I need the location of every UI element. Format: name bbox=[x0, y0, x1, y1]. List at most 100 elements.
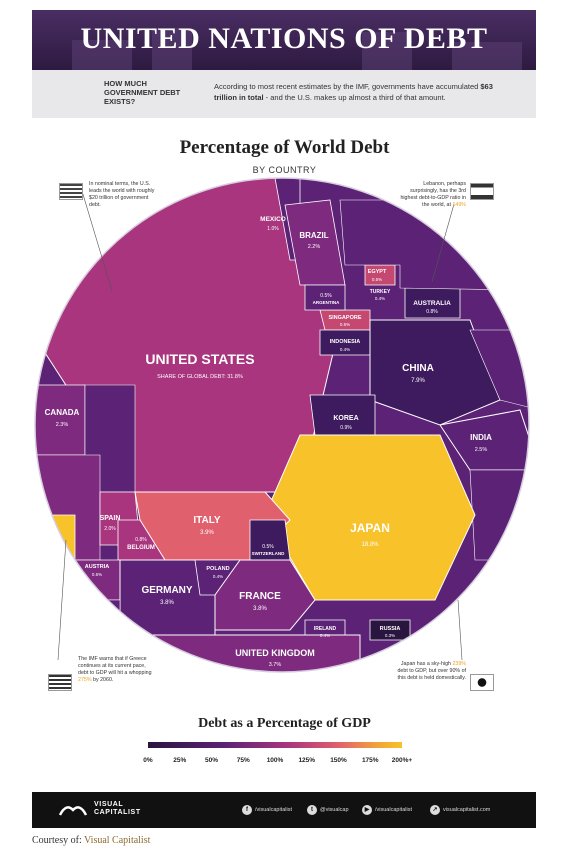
youtube-link[interactable]: ▶/visualcapitalist bbox=[362, 805, 412, 815]
lebanon-flag-icon bbox=[470, 183, 494, 200]
label-germany: GERMANY bbox=[141, 585, 192, 596]
value-france: 3.8% bbox=[253, 606, 267, 612]
label-singapore: SINGAPORE bbox=[328, 315, 361, 321]
value-egypt: 0.5% bbox=[372, 277, 382, 282]
value-switzerland: 0.5% bbox=[262, 544, 274, 550]
website-link[interactable]: ↗ visualcapitalist.com bbox=[430, 805, 490, 815]
legend-tick-label: 175% bbox=[361, 757, 379, 764]
cell-egypt bbox=[364, 264, 396, 286]
us-flag-icon bbox=[59, 183, 83, 200]
label-indonesia: INDONESIA bbox=[330, 339, 361, 345]
label-france: FRANCE bbox=[239, 591, 281, 602]
label-russia: RUSSIA bbox=[380, 626, 401, 632]
label-united-states: UNITED STATES bbox=[145, 351, 254, 367]
japan-note: Japan has a sky-high 239% debt to GDP, b… bbox=[397, 661, 466, 681]
cell-canada bbox=[35, 384, 86, 456]
us-note: In nominal terms, the U.S. leads the wor… bbox=[89, 181, 155, 208]
value-canada: 2.3% bbox=[56, 422, 69, 428]
twitter-icon: t bbox=[307, 805, 317, 815]
lebanon-note: Lebanon, perhaps surprisingly, has the 3… bbox=[400, 181, 466, 208]
label-egypt: EGYPT bbox=[368, 269, 387, 275]
chart-title: Percentage of World Debt bbox=[179, 137, 390, 158]
value-poland: 0.4% bbox=[213, 574, 223, 579]
title-banner: UNITED NATIONS OF DEBT bbox=[32, 10, 536, 70]
value-brazil: 2.2% bbox=[308, 244, 321, 250]
facebook-icon: f bbox=[242, 805, 252, 815]
legend-tick-label: 200%+ bbox=[391, 757, 413, 764]
label-india: INDIA bbox=[470, 433, 492, 442]
value-germany: 3.8% bbox=[160, 600, 174, 606]
legend-tick-label: 0% bbox=[143, 757, 153, 764]
brand-name: VISUAL CAPITALIST bbox=[94, 801, 141, 816]
web-icon: ↗ bbox=[430, 805, 440, 815]
courtesy-source-link[interactable]: Visual Capitalist bbox=[84, 835, 151, 846]
legend-tick-label: 125% bbox=[298, 757, 316, 764]
cell-india bbox=[439, 409, 529, 471]
legend-tick-label: 150% bbox=[330, 757, 347, 764]
legend-title: Debt as a Percentage of GDP bbox=[198, 716, 371, 731]
label-poland: POLAND bbox=[206, 566, 229, 572]
value-austria: 0.5% bbox=[92, 572, 102, 577]
visual-capitalist-logo-icon bbox=[58, 806, 88, 816]
label-belgium: BELGIUM bbox=[127, 545, 155, 551]
cell-china bbox=[369, 319, 501, 426]
japan-flag-icon bbox=[470, 674, 494, 691]
legend-color-scale bbox=[148, 742, 402, 748]
greece-flag-icon bbox=[48, 674, 72, 691]
label-china: CHINA bbox=[402, 363, 434, 374]
value-singapore: 0.5% bbox=[340, 322, 350, 327]
label-turkey: TURKEY bbox=[370, 289, 391, 295]
value-china: 7.9% bbox=[411, 378, 425, 384]
cell-small-bottom-left bbox=[59, 599, 121, 641]
value-italy: 3.9% bbox=[200, 530, 214, 536]
label-brazil: BRAZIL bbox=[299, 231, 328, 240]
value-argentina: 0.5% bbox=[320, 293, 332, 299]
label-australia: AUSTRALIA bbox=[413, 300, 451, 307]
greece-note: The IMF warns that if Greece continues a… bbox=[78, 656, 152, 683]
label-japan: JAPAN bbox=[350, 521, 390, 535]
cell-france bbox=[214, 559, 316, 631]
footer-bar: VISUAL CAPITALIST f/visualcapitalist t @vi… bbox=[32, 792, 536, 828]
value-belgium: 0.8% bbox=[135, 537, 147, 543]
label-korea: KOREA bbox=[333, 415, 358, 422]
courtesy-line: Courtesy of: Visual Capitalist bbox=[32, 835, 151, 846]
cell-greece bbox=[35, 514, 76, 561]
legend-tick-label: 25% bbox=[173, 757, 187, 764]
cell-united-kingdom bbox=[119, 634, 361, 672]
label-switzerland: SWITZERLAND bbox=[252, 551, 285, 556]
label-mexico: MEXICO bbox=[260, 216, 286, 223]
intro-question: HOW MUCH GOVERNMENT DEBT EXISTS? bbox=[104, 79, 181, 106]
youtube-icon: ▶ bbox=[362, 805, 372, 815]
cell-right-misc-2 bbox=[469, 469, 529, 561]
label-us-share: SHARE OF GLOBAL DEBT: 31.8% bbox=[157, 374, 243, 380]
legend-tick-label: 75% bbox=[236, 757, 250, 764]
value-spain: 2.0% bbox=[104, 526, 116, 532]
label-united-kingdom: UNITED KINGDOM bbox=[235, 648, 315, 658]
value-india: 2.5% bbox=[475, 447, 488, 453]
value-australia: 0.8% bbox=[426, 309, 438, 315]
value-mexico: 1.0% bbox=[267, 226, 279, 232]
label-italy: ITALY bbox=[193, 515, 221, 526]
value-ireland: 0.4% bbox=[320, 633, 330, 638]
intro-text: According to most recent estimates by th… bbox=[214, 82, 493, 102]
value-turkey: 0.4% bbox=[375, 296, 385, 301]
value-russia: 0.3% bbox=[385, 633, 395, 638]
legend-tick-label: 100% bbox=[266, 757, 284, 764]
twitter-link[interactable]: t @visualcap bbox=[307, 805, 349, 815]
value-japan: 18.8% bbox=[361, 542, 379, 548]
label-spain: SPAIN bbox=[100, 515, 121, 522]
legend-tick-label: 50% bbox=[204, 757, 219, 764]
chart-subtitle: BY COUNTRY bbox=[252, 165, 317, 175]
label-argentina: ARGENTINA bbox=[313, 300, 340, 305]
value-indonesia: 0.4% bbox=[340, 347, 350, 352]
infographic-title: UNITED NATIONS OF DEBT bbox=[80, 22, 488, 55]
label-austria: AUSTRIA bbox=[85, 564, 109, 570]
facebook-link[interactable]: f/visualcapitalist bbox=[242, 805, 292, 815]
label-canada: CANADA bbox=[45, 408, 80, 417]
value-united-kingdom: 3.7% bbox=[269, 662, 282, 668]
value-korea: 0.9% bbox=[340, 425, 352, 431]
label-ireland: IRELAND bbox=[314, 626, 337, 632]
intro-panel: HOW MUCH GOVERNMENT DEBT EXISTS? Accordi… bbox=[32, 70, 536, 118]
cell-argentina bbox=[304, 284, 346, 311]
